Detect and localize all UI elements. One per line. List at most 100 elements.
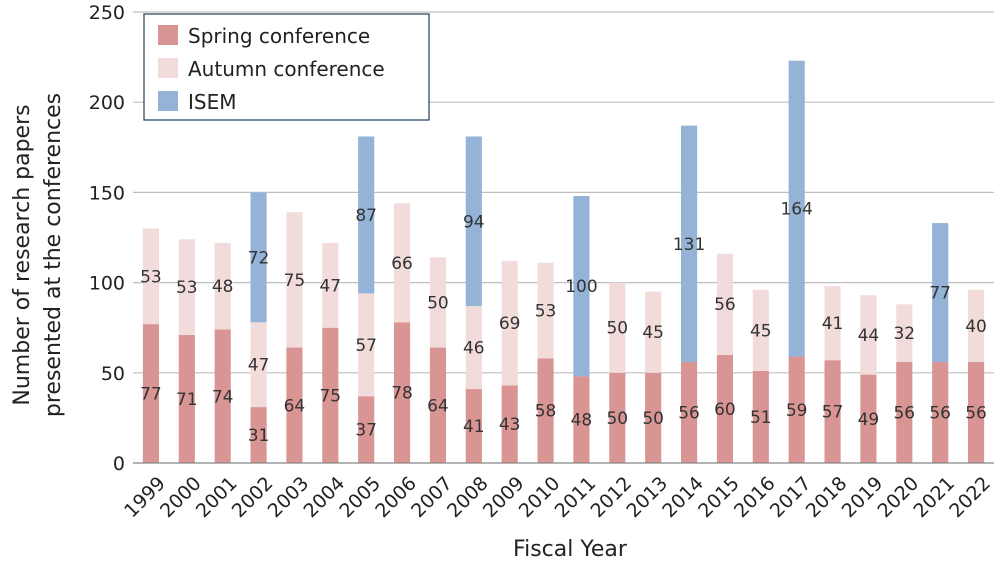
- x-tick-label: 2009: [479, 472, 529, 522]
- legend-swatch-spring: [158, 25, 178, 45]
- bar-segment: [214, 329, 231, 463]
- bar-segment: [788, 60, 805, 357]
- bar-segment: [860, 295, 877, 375]
- data-label: 71: [176, 390, 198, 410]
- data-label: 66: [391, 254, 413, 274]
- data-label: 44: [858, 326, 880, 346]
- data-label: 50: [606, 319, 628, 339]
- data-label: 49: [858, 410, 880, 430]
- data-label: 47: [248, 356, 270, 376]
- bar-segment: [501, 260, 518, 386]
- y-tick-label: 150: [89, 182, 125, 204]
- data-label: 58: [535, 402, 557, 422]
- data-label: 56: [965, 403, 987, 423]
- bar-segment: [932, 223, 949, 362]
- bar-segment: [250, 322, 267, 408]
- bar-segment: [824, 286, 841, 361]
- x-tick-label: 2004: [300, 472, 350, 522]
- x-tick-label: 2008: [443, 472, 493, 522]
- bar-segment: [286, 212, 303, 348]
- bar-segment: [609, 282, 626, 373]
- bar-segment: [358, 396, 375, 463]
- bars: [142, 60, 985, 463]
- data-label: 37: [355, 421, 377, 441]
- bar-segment: [465, 306, 482, 390]
- bar-segment: [896, 304, 913, 362]
- x-tick-label: 2020: [874, 472, 924, 522]
- bar-segment: [573, 376, 590, 463]
- bar-segment: [967, 361, 985, 463]
- bar-segment: [537, 262, 554, 359]
- data-label: 74: [212, 387, 234, 407]
- data-label: 31: [248, 426, 270, 446]
- legend-label-autumn: Autumn conference: [188, 57, 385, 81]
- bar-segment: [860, 374, 877, 463]
- bar-segment: [429, 347, 447, 463]
- x-tick-label: 1999: [120, 472, 170, 522]
- y-tick-label: 0: [113, 453, 125, 475]
- data-label: 40: [965, 317, 987, 337]
- bar-segment: [358, 293, 375, 397]
- data-labels: 77 53 71 53 74 48 31 47 72 64 75 75 47 37 57 87 78 66 64 50…: [140, 200, 987, 446]
- bar-segment: [178, 334, 195, 463]
- bar-segment: [178, 239, 195, 335]
- bar-segment: [250, 407, 267, 463]
- bar-segment: [967, 289, 985, 362]
- data-label: 72: [248, 248, 270, 268]
- data-label: 48: [571, 411, 593, 431]
- x-tick-label: 2019: [838, 472, 888, 522]
- bar-segment: [142, 228, 160, 325]
- data-label: 57: [822, 403, 844, 423]
- bar-segment: [429, 257, 447, 348]
- x-tick-label: 2007: [407, 472, 457, 522]
- data-label: 41: [463, 417, 485, 437]
- data-label: 164: [780, 200, 812, 220]
- data-label: 75: [284, 271, 306, 291]
- data-label: 56: [678, 403, 700, 423]
- legend-swatch-autumn: [158, 58, 178, 78]
- bar-segment: [286, 347, 303, 463]
- data-label: 46: [463, 339, 485, 359]
- x-tick-label: 2015: [694, 472, 744, 522]
- legend-label-isem: ISEM: [188, 90, 237, 114]
- x-tick-label: 2005: [335, 472, 385, 522]
- data-label: 45: [642, 323, 664, 343]
- bar-segment: [465, 389, 482, 463]
- bar-segment: [358, 136, 375, 294]
- data-label: 57: [355, 336, 377, 356]
- x-tick-label: 2021: [909, 472, 959, 522]
- bar-segment: [716, 354, 734, 463]
- data-label: 75: [319, 386, 341, 406]
- legend-frame: [143, 13, 430, 121]
- bar-segment: [501, 385, 518, 463]
- y-axis-title-line-2: presented at the conferences: [41, 93, 66, 417]
- bar-segment: [573, 196, 590, 377]
- data-label: 51: [750, 408, 772, 428]
- bar-segment: [465, 136, 482, 307]
- x-tick-label: 2017: [766, 472, 816, 522]
- bar-segment: [393, 322, 411, 463]
- data-label: 53: [176, 278, 198, 298]
- data-label: 59: [786, 401, 808, 421]
- bar-segment: [537, 358, 554, 463]
- x-axis-title: Fiscal Year: [513, 537, 628, 562]
- bar-segment: [214, 242, 231, 330]
- y-tick-label: 100: [89, 273, 125, 295]
- data-label: 94: [463, 212, 485, 232]
- data-label: 53: [140, 267, 162, 287]
- legend-label-spring: Spring conference: [188, 24, 370, 48]
- data-label: 78: [391, 384, 413, 404]
- bar-segment: [752, 289, 769, 371]
- data-label: 77: [929, 284, 951, 304]
- x-tick-label: 2000: [156, 472, 206, 522]
- y-axis-title-line-1: Number of research papers: [10, 104, 35, 405]
- bar-segment: [322, 242, 339, 328]
- bar-segment: [680, 361, 698, 463]
- x-tick-label: 2003: [264, 472, 314, 522]
- legend: Spring conference Autumn conference ISEM: [143, 13, 430, 121]
- x-tick-label: 2022: [945, 472, 995, 522]
- bar-segment: [752, 370, 769, 463]
- x-tick-label: 2001: [192, 472, 242, 522]
